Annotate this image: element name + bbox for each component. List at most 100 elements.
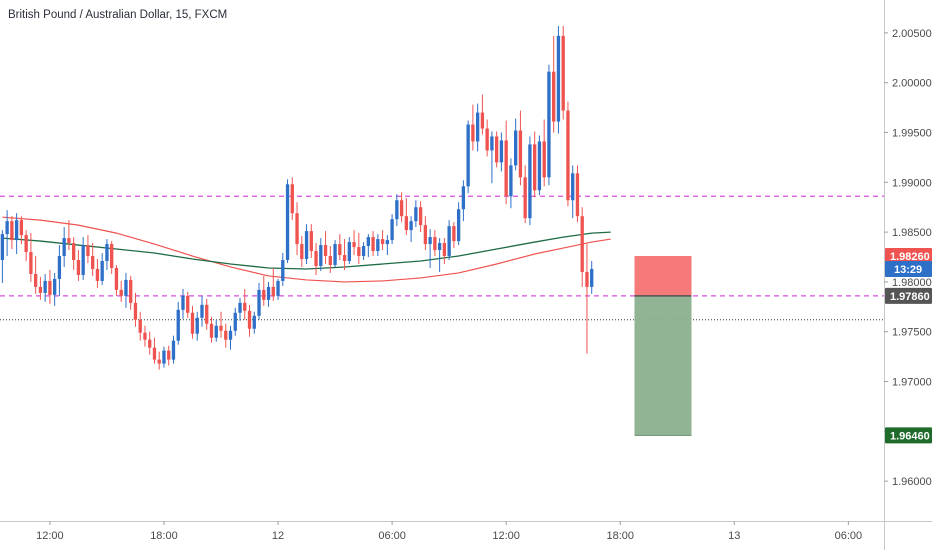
candle — [518, 110, 523, 186]
candle — [414, 200, 418, 228]
candle — [428, 229, 432, 268]
candle — [5, 210, 9, 257]
candle — [404, 198, 409, 236]
candle-body — [281, 260, 285, 281]
candle — [133, 292, 138, 327]
candle — [561, 25, 565, 120]
candle — [323, 231, 328, 264]
candle-body — [176, 309, 180, 341]
candle-body — [395, 200, 399, 220]
candle-body — [228, 330, 233, 340]
candle — [281, 253, 285, 286]
candle-body — [133, 302, 138, 320]
candle — [542, 119, 546, 187]
candle — [499, 132, 504, 172]
candle — [575, 165, 580, 223]
candle-body — [494, 136, 499, 163]
time-axis[interactable]: 12:00 18:00 12 06:00 12:00 18:00 13 06:00 — [0, 521, 932, 542]
plot-area[interactable] — [0, 25, 884, 436]
candle-body — [580, 216, 584, 272]
candle-body — [195, 317, 199, 334]
candle-body — [257, 289, 261, 316]
candle-body — [542, 141, 546, 178]
candle-body — [152, 347, 157, 360]
candle — [585, 244, 589, 354]
candle — [247, 304, 252, 337]
price-tags: 1.98260 13:29 1.97860 1.96460 — [885, 248, 932, 444]
candle — [143, 325, 147, 347]
candle — [437, 238, 442, 272]
x-tick-label: 12 — [272, 530, 284, 542]
candle — [504, 120, 508, 205]
moving-average-fast — [2, 216, 611, 283]
candle-body — [442, 243, 447, 257]
candle — [452, 222, 456, 249]
candle — [342, 239, 347, 270]
candle-body — [380, 239, 385, 245]
candle — [423, 216, 428, 251]
candle — [190, 305, 195, 339]
candle-body — [509, 165, 513, 197]
candle — [176, 301, 180, 345]
candle-body — [290, 184, 294, 214]
candle-body — [571, 173, 575, 201]
candle-body — [181, 295, 185, 310]
candle-body — [62, 238, 66, 257]
price-axis[interactable]: 2.00500 2.00000 1.99500 1.99000 1.98500 1.980… — [884, 0, 932, 550]
y-tick-label: 2.00000 — [892, 78, 932, 90]
candle-body — [333, 244, 337, 265]
candle-body — [76, 260, 81, 275]
candle-body — [504, 140, 508, 197]
candle — [300, 236, 304, 267]
candle-body — [162, 350, 166, 364]
y-tick-label: 1.96000 — [892, 476, 932, 488]
candle — [95, 259, 100, 288]
candle — [91, 243, 95, 276]
candle-body — [461, 186, 466, 210]
candle — [195, 311, 199, 341]
candle-body — [323, 245, 328, 257]
candle — [494, 131, 499, 168]
target-price-tag: 1.96460 — [885, 427, 932, 444]
candle-body — [119, 289, 123, 296]
candle — [490, 131, 494, 184]
candle — [238, 297, 242, 321]
y-tick-label: 1.98000 — [892, 277, 932, 289]
candle — [309, 224, 313, 259]
candle — [475, 103, 480, 152]
candle — [205, 298, 209, 330]
candle-body — [447, 226, 451, 257]
candle — [129, 275, 133, 310]
candle-body — [475, 112, 480, 142]
candle — [366, 234, 370, 258]
current-price-tag: 13:29 — [885, 260, 932, 277]
candle-body — [138, 319, 142, 333]
candle — [571, 165, 575, 219]
candle-body — [262, 289, 266, 300]
candle — [10, 216, 14, 250]
candle-body — [357, 247, 361, 257]
candle-body — [533, 144, 537, 191]
candle-body — [124, 279, 128, 296]
candle-body — [490, 136, 494, 151]
candle-body — [186, 295, 190, 313]
candle-body — [352, 242, 356, 248]
candle-body — [33, 273, 38, 287]
candle-body — [575, 173, 580, 217]
candle-body — [452, 226, 456, 242]
candle — [138, 311, 142, 341]
candle — [105, 239, 109, 270]
candle-body — [209, 323, 214, 338]
chart-title: British Pound / Australian Dollar, 15, F… — [8, 9, 227, 21]
candle — [347, 237, 351, 264]
candle — [447, 220, 451, 261]
candle — [285, 179, 290, 263]
candle — [442, 238, 447, 264]
candle-body — [338, 244, 342, 256]
x-tick-label: 06:00 — [835, 530, 863, 542]
x-tick-label: 18:00 — [606, 530, 634, 542]
candle — [352, 230, 356, 256]
candle — [110, 241, 114, 274]
candle — [243, 288, 247, 320]
